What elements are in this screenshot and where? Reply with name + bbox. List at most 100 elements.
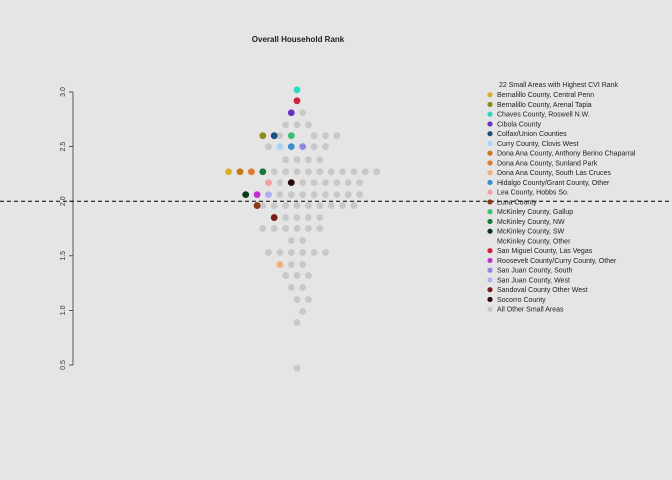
data-point: [310, 143, 318, 151]
data-point: [305, 121, 312, 129]
data-point: [299, 261, 307, 268]
legend-key: [487, 92, 493, 98]
data-point: [299, 143, 307, 151]
data-point: [293, 202, 301, 209]
data-point: [259, 132, 267, 140]
legend-key: [487, 287, 493, 293]
legend-label: Bernalillo County, Arenal Tapia: [497, 102, 592, 109]
y-tick-label: 1.5: [60, 251, 67, 261]
data-point: [287, 191, 295, 199]
data-point: [310, 179, 318, 187]
data-point: [339, 168, 346, 176]
data-point: [293, 86, 301, 94]
data-point: [282, 156, 289, 164]
data-point: [293, 319, 301, 326]
data-point: [259, 225, 267, 232]
data-point: [282, 121, 289, 129]
data-point: [316, 225, 324, 232]
data-point: [287, 179, 295, 187]
data-point: [276, 249, 284, 256]
data-point: [310, 249, 318, 256]
data-point: [305, 225, 312, 232]
legend-key: [487, 238, 493, 244]
legend-key: [487, 140, 493, 147]
y-tick-label: 0.5: [60, 360, 67, 370]
data-point: [259, 168, 267, 176]
data-point: [287, 284, 295, 291]
legend-label: Chaves County, Roswell N.W.: [497, 112, 590, 119]
legend-label: McKinley County, Gallup: [497, 209, 573, 216]
data-point: [253, 191, 261, 199]
data-point: [265, 179, 272, 187]
data-point: [344, 179, 352, 187]
y-tick-label: 3.0: [60, 87, 67, 97]
legend-label: San Miguel County, Las Vegas: [497, 248, 593, 255]
legend-key: [487, 121, 493, 127]
data-point: [265, 143, 272, 151]
data-point: [282, 225, 289, 232]
legend-label: Bernalillo County, Central Penn: [497, 92, 594, 99]
data-point: [316, 156, 324, 164]
legend-label: Lea County, Hobbs So.: [497, 190, 569, 197]
legend-key: [487, 160, 493, 166]
data-point: [339, 202, 346, 209]
legend-key: [487, 248, 493, 254]
data-point: [276, 143, 284, 151]
data-point: [322, 179, 329, 187]
data-point: [276, 191, 284, 199]
data-points: [225, 86, 381, 372]
chart-title: Overall Household Rank: [252, 35, 345, 44]
data-point: [333, 179, 341, 187]
legend-label: All Other Small Areas: [497, 307, 564, 314]
legend-label: Sandoval County Other West: [497, 287, 588, 294]
data-point: [305, 168, 312, 176]
legend-key: [487, 228, 493, 234]
data-point: [333, 132, 341, 140]
data-point: [310, 132, 318, 140]
y-tick-label: 2.5: [60, 142, 67, 152]
data-point: [322, 249, 329, 256]
data-point: [242, 191, 250, 199]
data-point: [282, 272, 289, 279]
legend-key: [487, 189, 493, 195]
legend-label: Curry County, Clovis West: [497, 141, 578, 148]
data-point: [299, 179, 307, 187]
data-point: [287, 249, 295, 256]
legend-label: Socorro County: [497, 297, 546, 304]
data-point: [248, 168, 255, 176]
legend-key: [487, 199, 493, 205]
data-point: [282, 202, 289, 209]
legend-key: [487, 257, 493, 264]
legend-label: McKinley County, NW: [497, 219, 565, 226]
data-point: [305, 202, 312, 209]
data-point: [350, 202, 358, 209]
legend-key: [487, 277, 493, 283]
data-point: [293, 168, 301, 176]
data-point: [327, 168, 335, 176]
y-tick-label: 1.0: [60, 305, 67, 315]
legend-label: Hidalgo County/Grant County, Other: [497, 180, 610, 187]
data-point: [293, 97, 301, 105]
data-point: [322, 132, 329, 140]
data-point: [270, 214, 278, 221]
legend-label: Luna County: [497, 199, 537, 206]
data-point: [287, 143, 295, 151]
legend-label: Cibola County: [497, 121, 541, 128]
legend: 22 Small Areas with Highest CVI Rank Ber…: [487, 82, 636, 314]
legend-key: [487, 150, 493, 156]
data-point: [287, 237, 295, 244]
data-point: [299, 249, 307, 256]
legend-key: [487, 179, 493, 186]
legend-key: [487, 209, 493, 215]
data-point: [287, 109, 295, 117]
data-point: [282, 168, 289, 176]
data-point: [299, 237, 307, 244]
data-point: [305, 296, 312, 303]
data-point: [299, 191, 307, 199]
data-point: [293, 214, 301, 221]
legend-key: [487, 218, 493, 225]
data-point: [327, 202, 335, 209]
data-point: [305, 272, 312, 279]
data-point: [305, 156, 312, 164]
